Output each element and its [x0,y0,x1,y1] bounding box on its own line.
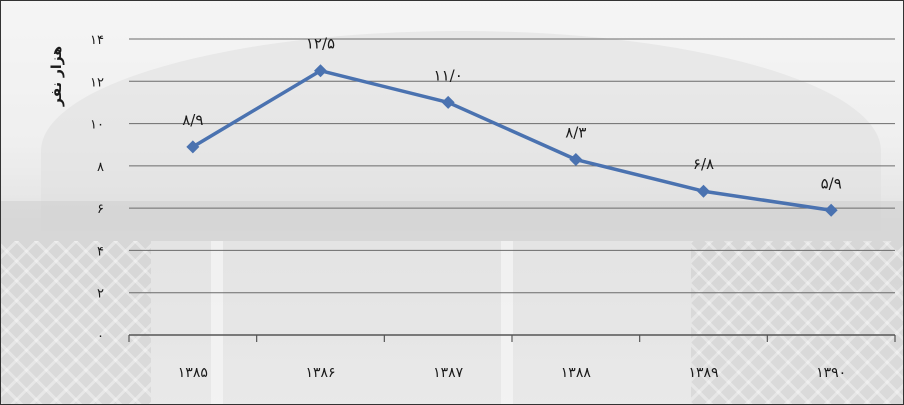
data-label: ۸/۹ [182,111,203,129]
x-tick-label: ۱۳۸۶ [305,365,335,381]
data-point [824,203,838,217]
background-pillar [501,241,513,404]
data-label: ۱۲/۵ [306,35,335,53]
data-point [186,140,200,154]
x-tick-label: ۱۳۹۰ [816,365,846,381]
data-point [441,95,455,109]
data-point [314,64,327,78]
data-label: ۱۱/۰ [434,66,463,84]
x-tick-label: ۱۳۸۹ [688,365,718,381]
x-tick-label: ۱۳۸۵ [178,365,208,381]
background-gate-right [691,241,903,404]
y-tick-label: ۱۲ [90,75,104,90]
x-tick-label: ۱۳۸۸ [561,365,592,381]
y-tick-label: ۸ [97,160,104,175]
y-tick-labels: ۰ ۲ ۴ ۶ ۸ ۱۰ ۱۲ ۱۴ [90,33,104,344]
data-label: ۸/۳ [565,124,586,142]
x-tick-labels: ۱۳۸۵ ۱۳۸۶ ۱۳۸۷ ۱۳۸۸ ۱۳۸۹ ۱۳۹۰ [178,365,846,381]
data-labels: ۸/۹ ۱۲/۵ ۱۱/۰ ۸/۳ ۶/۸ ۵/۹ [182,35,842,193]
markers [186,64,838,217]
y-tick-label: ۱۰ [90,118,104,133]
y-tick-label: ۰ [97,329,104,344]
data-point [569,153,583,167]
grid-lines [129,38,895,294]
background-gate-left [1,241,151,404]
y-axis-title: هزار نفر [49,46,65,107]
x-tick-label: ۱۳۸۷ [433,365,464,381]
y-tick-label: ۲ [97,287,104,302]
x-axis [128,334,896,342]
y-tick-label: ۶ [97,202,104,217]
y-tick-label: ۴ [97,244,104,259]
series [191,68,832,212]
data-label: ۶/۸ [693,155,714,173]
data-point [697,184,710,198]
data-label: ۵/۹ [821,174,842,192]
background-pillar [211,241,223,404]
y-tick-label: ۱۴ [90,33,104,48]
series-line [191,68,832,212]
